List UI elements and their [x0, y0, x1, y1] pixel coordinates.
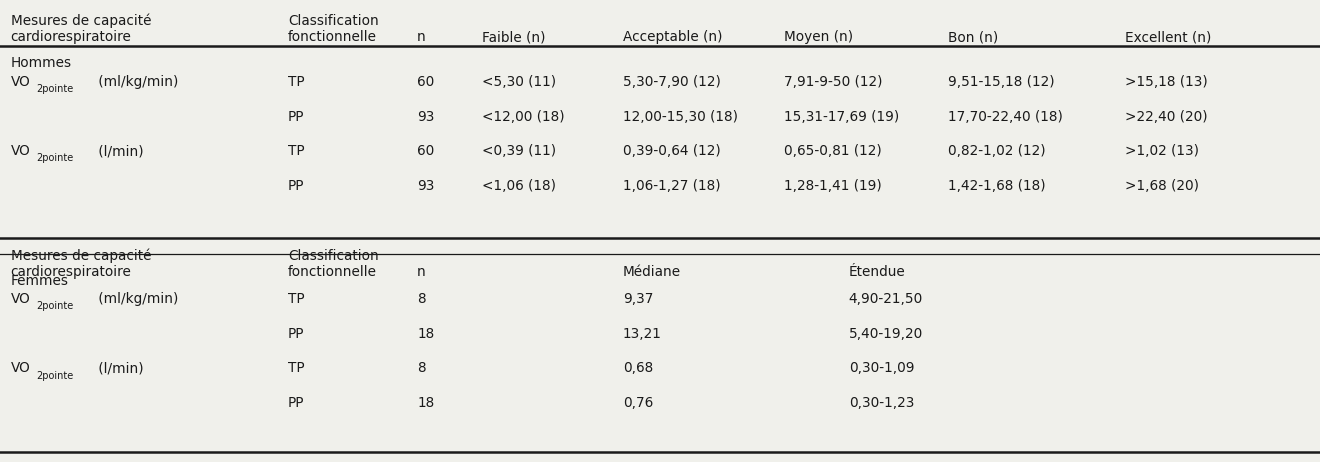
Text: PP: PP [288, 110, 304, 124]
Text: Classification: Classification [288, 249, 379, 262]
Text: <0,39 (11): <0,39 (11) [482, 144, 556, 158]
Text: Étendue: Étendue [849, 265, 906, 279]
Text: 5,30-7,90 (12): 5,30-7,90 (12) [623, 75, 721, 89]
Text: 9,51-15,18 (12): 9,51-15,18 (12) [948, 75, 1055, 89]
Text: 7,91-9-50 (12): 7,91-9-50 (12) [784, 75, 883, 89]
Text: 13,21: 13,21 [623, 327, 661, 341]
Text: <12,00 (18): <12,00 (18) [482, 110, 565, 124]
Text: Femmes: Femmes [11, 274, 69, 287]
Text: 0,30-1,09: 0,30-1,09 [849, 361, 915, 375]
Text: 2pointe: 2pointe [36, 153, 74, 164]
Text: 1,28-1,41 (19): 1,28-1,41 (19) [784, 179, 882, 193]
Text: 93: 93 [417, 179, 434, 193]
Text: >1,02 (13): >1,02 (13) [1125, 144, 1199, 158]
Text: PP: PP [288, 179, 304, 193]
Text: 17,70-22,40 (18): 17,70-22,40 (18) [948, 110, 1063, 124]
Text: 5,40-19,20: 5,40-19,20 [849, 327, 923, 341]
Text: Bon (n): Bon (n) [948, 30, 998, 44]
Text: VO: VO [11, 75, 30, 89]
Text: 60: 60 [417, 144, 434, 158]
Text: 18: 18 [417, 327, 434, 341]
Text: 12,00-15,30 (18): 12,00-15,30 (18) [623, 110, 738, 124]
Text: 9,37: 9,37 [623, 292, 653, 306]
Text: cardiorespiratoire: cardiorespiratoire [11, 265, 132, 279]
Text: Excellent (n): Excellent (n) [1125, 30, 1210, 44]
Text: n: n [417, 30, 426, 44]
Text: 18: 18 [417, 396, 434, 410]
Text: cardiorespiratoire: cardiorespiratoire [11, 30, 132, 44]
Text: >15,18 (13): >15,18 (13) [1125, 75, 1208, 89]
Text: 2pointe: 2pointe [36, 371, 74, 381]
Text: fonctionnelle: fonctionnelle [288, 265, 376, 279]
Text: TP: TP [288, 75, 305, 89]
Text: VO: VO [11, 361, 30, 375]
Text: (l/min): (l/min) [94, 361, 144, 375]
Text: Mesures de capacité: Mesures de capacité [11, 249, 150, 263]
Text: 0,68: 0,68 [623, 361, 653, 375]
Text: <5,30 (11): <5,30 (11) [482, 75, 556, 89]
Text: PP: PP [288, 327, 304, 341]
Text: 8: 8 [417, 361, 426, 375]
Text: 2pointe: 2pointe [36, 84, 74, 94]
Text: Classification: Classification [288, 14, 379, 28]
Text: 1,42-1,68 (18): 1,42-1,68 (18) [948, 179, 1045, 193]
Text: Acceptable (n): Acceptable (n) [623, 30, 722, 44]
Text: n: n [417, 265, 426, 279]
Text: TP: TP [288, 292, 305, 306]
Text: >22,40 (20): >22,40 (20) [1125, 110, 1208, 124]
Text: 2pointe: 2pointe [36, 301, 74, 311]
Text: 0,30-1,23: 0,30-1,23 [849, 396, 915, 410]
Text: 0,76: 0,76 [623, 396, 653, 410]
Text: 93: 93 [417, 110, 434, 124]
Text: 4,90-21,50: 4,90-21,50 [849, 292, 923, 306]
Text: PP: PP [288, 396, 304, 410]
Text: Moyen (n): Moyen (n) [784, 30, 853, 44]
Text: (ml/kg/min): (ml/kg/min) [94, 292, 178, 306]
Text: Médiane: Médiane [623, 265, 681, 279]
Text: TP: TP [288, 361, 305, 375]
Text: Hommes: Hommes [11, 56, 71, 70]
Text: 0,82-1,02 (12): 0,82-1,02 (12) [948, 144, 1045, 158]
Text: (ml/kg/min): (ml/kg/min) [94, 75, 178, 89]
Text: 15,31-17,69 (19): 15,31-17,69 (19) [784, 110, 899, 124]
Text: (l/min): (l/min) [94, 144, 144, 158]
Text: <1,06 (18): <1,06 (18) [482, 179, 556, 193]
Text: 0,65-0,81 (12): 0,65-0,81 (12) [784, 144, 882, 158]
Text: 0,39-0,64 (12): 0,39-0,64 (12) [623, 144, 721, 158]
Text: >1,68 (20): >1,68 (20) [1125, 179, 1199, 193]
Text: Mesures de capacité: Mesures de capacité [11, 14, 150, 28]
Text: VO: VO [11, 292, 30, 306]
Text: fonctionnelle: fonctionnelle [288, 30, 376, 44]
Text: VO: VO [11, 144, 30, 158]
Text: 1,06-1,27 (18): 1,06-1,27 (18) [623, 179, 721, 193]
Text: 60: 60 [417, 75, 434, 89]
Text: Faible (n): Faible (n) [482, 30, 545, 44]
Text: 8: 8 [417, 292, 426, 306]
Text: TP: TP [288, 144, 305, 158]
